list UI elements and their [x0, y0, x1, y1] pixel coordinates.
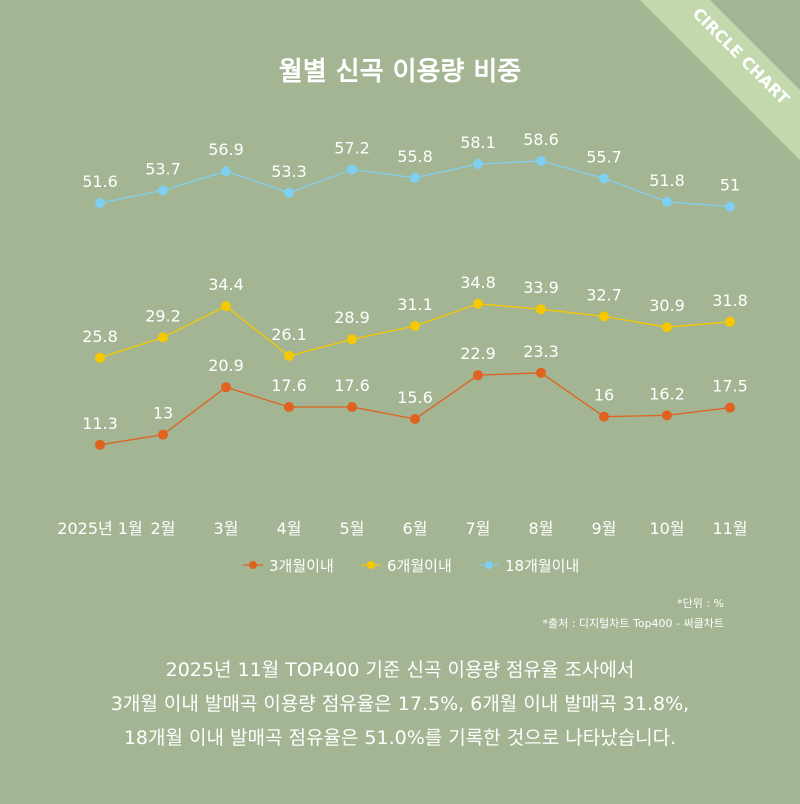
data-point	[662, 410, 672, 421]
data-point	[599, 173, 609, 184]
note: *단위 : %	[677, 597, 724, 610]
data-point	[473, 370, 483, 381]
data-point	[725, 402, 735, 413]
data-label: 17.5	[712, 377, 748, 396]
data-point	[347, 164, 357, 175]
data-point	[158, 332, 168, 343]
legend-marker	[249, 561, 257, 569]
x-tick-label: 3월	[214, 519, 239, 538]
data-label: 58.6	[523, 130, 559, 149]
data-label: 30.9	[649, 296, 685, 315]
data-point	[599, 411, 609, 422]
chart-title: 월별 신곡 이용량 비중	[279, 57, 521, 87]
data-label: 15.6	[397, 388, 433, 407]
data-label: 58.1	[460, 133, 496, 152]
x-tick-label: 4월	[277, 519, 302, 538]
badge-ribbon	[640, 0, 800, 160]
data-label: 57.2	[334, 138, 370, 157]
data-label: 16.2	[649, 384, 685, 403]
data-label: 29.2	[145, 306, 181, 325]
data-point	[158, 429, 168, 440]
legend-label: 6개월이내	[387, 557, 452, 575]
x-tick-label: 9월	[592, 519, 617, 538]
data-point	[158, 185, 168, 196]
x-tick-label: 10월	[649, 519, 684, 538]
data-label: 28.9	[334, 308, 370, 327]
plot: 2025년 1월 2월 3월 4월 5월 6월 7월 8월 9월 10월 11월 11.3 13 20.9…	[57, 130, 748, 538]
x-tick-label: 5월	[340, 519, 365, 538]
data-label: 17.6	[334, 376, 370, 395]
data-label: 11.3	[82, 414, 118, 433]
legend-marker	[485, 561, 493, 569]
data-point	[725, 201, 735, 212]
caption-line: 2025년 11월 TOP400 기준 신곡 이용량 점유율 조사에서	[166, 659, 635, 681]
data-point	[536, 367, 546, 378]
data-label: 53.3	[271, 162, 307, 181]
data-label: 51	[720, 176, 740, 195]
x-tick-label: 2025년 1월	[57, 519, 142, 538]
legend-label: 18개월이내	[505, 557, 579, 575]
data-label: 13	[153, 404, 173, 423]
x-tick-label: 2월	[151, 519, 176, 538]
data-label: 20.9	[208, 356, 244, 375]
data-point	[95, 198, 105, 208]
data-point	[662, 196, 672, 207]
x-tick-label: 11월	[712, 519, 747, 538]
legend-label: 3개월이내	[269, 557, 334, 575]
x-tick-label: 8월	[529, 519, 554, 538]
note: *출처 : 디지털차트 Top400 - 써클차트	[542, 617, 724, 630]
data-point	[347, 402, 357, 412]
data-label: 16	[594, 386, 614, 405]
data-point	[410, 321, 420, 331]
data-point	[599, 311, 609, 322]
data-label: 34.8	[460, 273, 496, 292]
x-tick-label: 7월	[466, 519, 491, 538]
data-point	[725, 316, 735, 327]
data-point	[95, 352, 105, 363]
data-point	[536, 304, 546, 315]
caption-line: 3개월 이내 발매곡 이용량 점유율은 17.5%, 6개월 이내 발매곡 31…	[111, 693, 689, 715]
data-point	[284, 351, 294, 361]
data-label: 53.7	[145, 159, 181, 178]
data-label: 25.8	[82, 327, 118, 346]
data-point	[473, 159, 483, 169]
data-label: 31.1	[397, 295, 433, 314]
data-point	[662, 322, 672, 333]
data-label: 55.7	[586, 147, 622, 166]
data-point	[410, 414, 420, 424]
data-label: 26.1	[271, 325, 307, 344]
data-point	[95, 439, 105, 450]
data-label: 23.3	[523, 342, 559, 361]
x-tick-label: 6월	[403, 519, 428, 538]
data-label: 51.8	[649, 171, 685, 190]
data-point	[284, 187, 294, 198]
data-label: 33.9	[523, 278, 559, 297]
legend-marker	[367, 561, 375, 569]
legend: 3개월이내 6개월이내 18개월이내	[243, 557, 579, 575]
data-label: 17.6	[271, 376, 307, 395]
data-point	[284, 402, 294, 412]
data-point	[347, 334, 357, 345]
data-label: 31.8	[712, 291, 748, 310]
data-label: 22.9	[460, 344, 496, 363]
data-point	[221, 301, 231, 312]
data-label: 32.7	[586, 285, 622, 304]
data-label: 34.4	[208, 275, 244, 294]
data-label: 55.8	[397, 147, 433, 166]
caption-line: 18개월 이내 발매곡 점유율은 51.0%를 기록한 것으로 나타났습니다.	[124, 727, 676, 749]
data-label: 56.9	[208, 140, 244, 159]
data-point	[473, 298, 483, 309]
data-point	[221, 166, 231, 177]
data-point	[410, 172, 420, 183]
data-point	[221, 382, 231, 393]
data-label: 51.6	[82, 172, 118, 191]
data-point	[536, 156, 546, 166]
